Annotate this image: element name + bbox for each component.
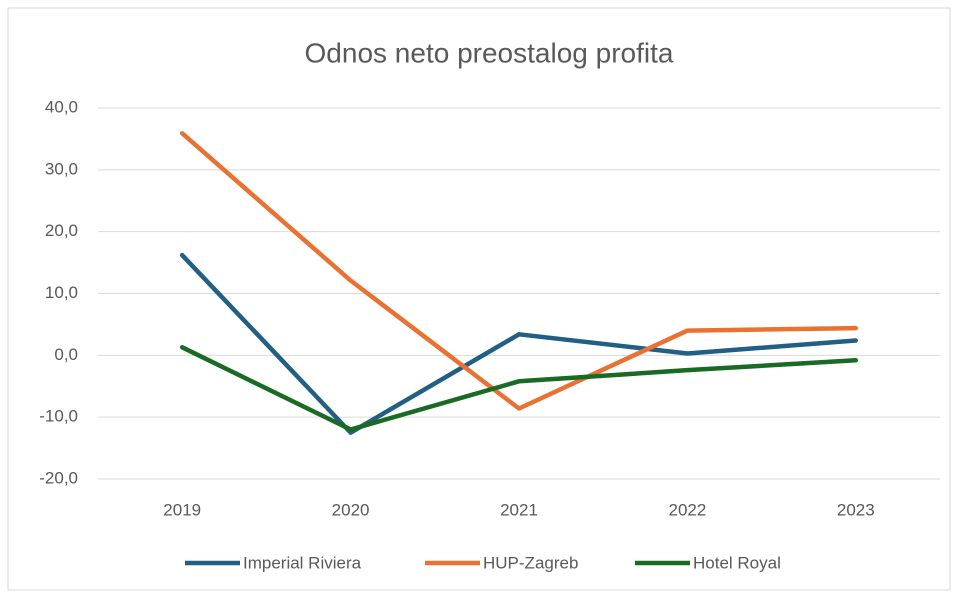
y-tick-label: 30,0 bbox=[45, 159, 78, 178]
x-tick-label: 2023 bbox=[837, 500, 875, 519]
chart-title: Odnos neto preostalog profita bbox=[305, 37, 674, 68]
y-tick-label: 40,0 bbox=[45, 97, 78, 116]
line-series bbox=[179, 345, 859, 432]
y-tick-label: -20,0 bbox=[39, 468, 78, 487]
chart-border bbox=[7, 7, 951, 591]
y-tick-label: 10,0 bbox=[45, 283, 78, 302]
legend-label: Imperial Riviera bbox=[243, 553, 362, 572]
y-tick-label: 20,0 bbox=[45, 221, 78, 240]
line-series bbox=[179, 131, 859, 411]
x-tick-label: 2022 bbox=[668, 500, 706, 519]
line-series bbox=[179, 252, 859, 435]
y-tick-label: -10,0 bbox=[39, 407, 78, 426]
legend-label: HUP-Zagreb bbox=[483, 553, 578, 572]
legend-label: Hotel Royal bbox=[693, 553, 781, 572]
x-tick-label: 2021 bbox=[500, 500, 538, 519]
x-tick-label: 2019 bbox=[163, 500, 201, 519]
y-tick-label: 0,0 bbox=[54, 345, 78, 364]
x-tick-label: 2020 bbox=[332, 500, 370, 519]
